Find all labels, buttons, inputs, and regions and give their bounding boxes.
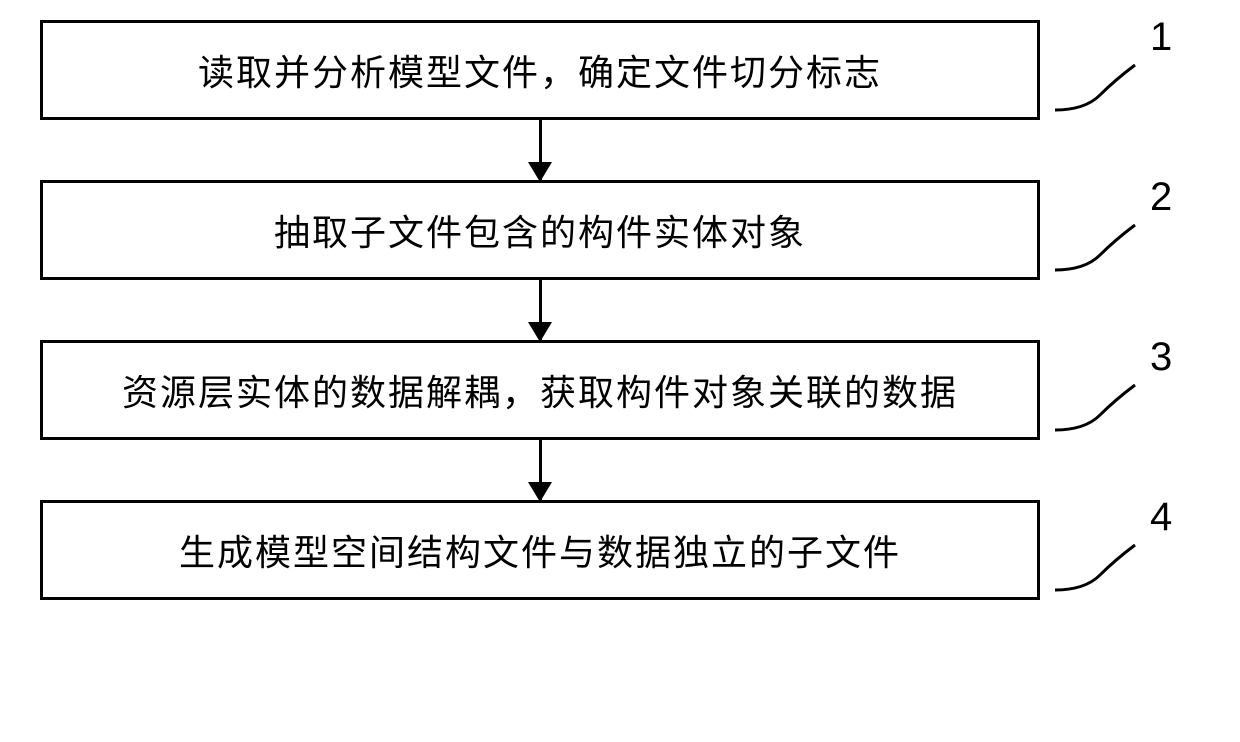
arrow-container-1 [40,120,1040,180]
step-text-3: 资源层实体的数据解耦，获取构件对象关联的数据 [122,364,958,416]
arrow-down-icon [539,440,542,500]
step-label-4: 4 [1150,495,1172,540]
step-box-1: 读取并分析模型文件，确定文件切分标志 [40,20,1040,120]
step-text-2: 抽取子文件包含的构件实体对象 [274,204,806,256]
step-row-3: 资源层实体的数据解耦，获取构件对象关联的数据 3 [40,340,1200,440]
arrow-container-2 [40,280,1040,340]
step-label-1: 1 [1150,15,1172,60]
step-label-3: 3 [1150,335,1172,380]
curve-icon [1055,215,1155,295]
arrow-down-icon [539,120,542,180]
curve-icon [1055,375,1155,455]
step-box-3: 资源层实体的数据解耦，获取构件对象关联的数据 [40,340,1040,440]
arrow-down-icon [539,280,542,340]
curve-icon [1055,535,1155,615]
step-label-2: 2 [1150,175,1172,220]
arrow-container-3 [40,440,1040,500]
flowchart-container: 读取并分析模型文件，确定文件切分标志 1 抽取子文件包含的构件实体对象 2 资源… [40,20,1200,600]
curve-icon [1055,55,1155,135]
step-box-4: 生成模型空间结构文件与数据独立的子文件 [40,500,1040,600]
step-text-1: 读取并分析模型文件，确定文件切分标志 [198,44,882,96]
step-box-2: 抽取子文件包含的构件实体对象 [40,180,1040,280]
step-row-2: 抽取子文件包含的构件实体对象 2 [40,180,1200,280]
step-text-4: 生成模型空间结构文件与数据独立的子文件 [179,524,901,576]
step-row-1: 读取并分析模型文件，确定文件切分标志 1 [40,20,1200,120]
step-row-4: 生成模型空间结构文件与数据独立的子文件 4 [40,500,1200,600]
